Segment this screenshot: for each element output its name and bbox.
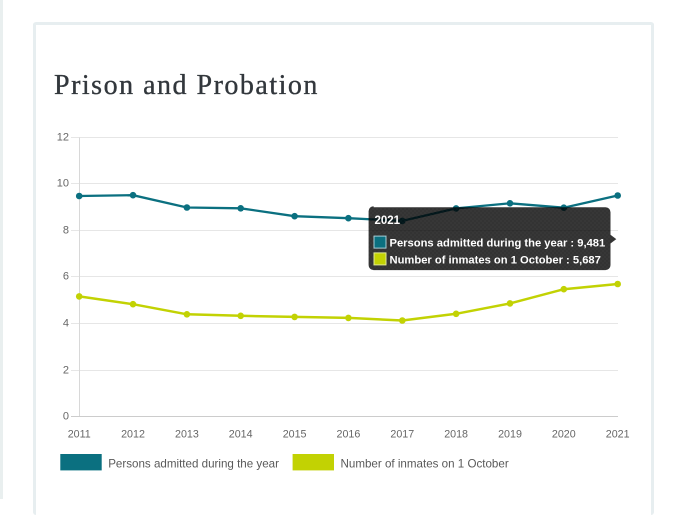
svg-text:2: 2	[63, 365, 69, 377]
svg-text:2021: 2021	[375, 215, 401, 227]
svg-text:2021: 2021	[606, 429, 630, 441]
svg-text:Number of inmates on 1 October: Number of inmates on 1 October	[341, 458, 509, 471]
svg-text:10: 10	[57, 178, 69, 190]
svg-text:2011: 2011	[68, 429, 91, 441]
svg-text:Persons admitted during the ye: Persons admitted during the year	[108, 458, 279, 471]
svg-text:2015: 2015	[283, 429, 307, 441]
svg-text:Persons admitted during the ye: Persons admitted during the year : 9,481	[390, 238, 606, 250]
svg-text:Number of inmates on 1 October: Number of inmates on 1 October : 5,687	[390, 254, 601, 266]
svg-text:8: 8	[63, 225, 69, 237]
svg-text:12: 12	[57, 132, 69, 144]
svg-text:0: 0	[63, 411, 69, 423]
svg-text:2019: 2019	[498, 429, 522, 441]
svg-text:4: 4	[63, 318, 69, 330]
svg-text:2016: 2016	[337, 429, 361, 441]
svg-text:2013: 2013	[175, 429, 199, 441]
svg-text:2012: 2012	[121, 429, 145, 441]
svg-text:2017: 2017	[390, 429, 414, 441]
svg-text:2020: 2020	[552, 429, 576, 441]
svg-text:2018: 2018	[444, 429, 468, 441]
svg-text:2014: 2014	[229, 429, 253, 441]
svg-text:6: 6	[63, 271, 69, 283]
